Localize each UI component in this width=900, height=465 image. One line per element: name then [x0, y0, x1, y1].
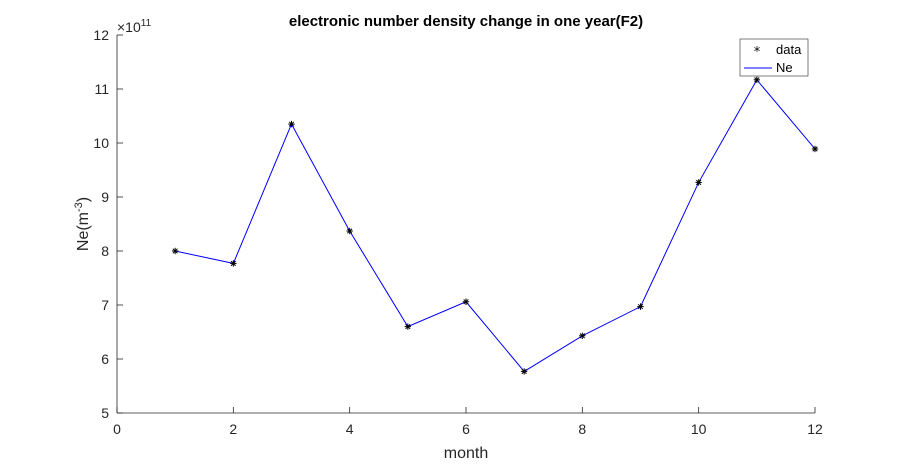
data-point-marker — [811, 145, 819, 153]
marker-stroke — [288, 121, 295, 127]
marker-stroke — [405, 323, 411, 330]
data-point-marker — [462, 298, 470, 305]
marker-stroke — [230, 260, 236, 267]
marker-stroke — [172, 248, 178, 254]
x-tick-label: 8 — [578, 421, 586, 437]
marker-stroke — [463, 299, 469, 305]
x-tick-label: 12 — [807, 421, 823, 437]
x-tick-label: 0 — [113, 421, 121, 437]
x-tick-label: 6 — [462, 421, 470, 437]
y-tick-label: 9 — [101, 189, 109, 205]
data-point-marker — [695, 179, 702, 186]
y-tick-label: 7 — [101, 297, 109, 313]
marker-stroke — [637, 303, 644, 310]
y-axis-label: Ne(m-3) — [73, 197, 92, 251]
data-point-marker — [637, 303, 644, 310]
y-tick-label: 6 — [101, 351, 109, 367]
y-tick-label: 5 — [101, 405, 109, 421]
data-point-marker — [288, 120, 295, 128]
data-point-marker — [346, 227, 353, 235]
plot-area — [117, 35, 815, 413]
series-line-ne — [175, 78, 816, 373]
x-tick-label: 2 — [229, 421, 237, 437]
y-tick-label: 12 — [93, 27, 109, 43]
legend-label-data: data — [776, 42, 802, 57]
y-tick-label: 8 — [101, 243, 109, 259]
data-point-marker — [230, 260, 237, 267]
legend-box — [739, 38, 809, 77]
chart-title: electronic number density change in one … — [289, 13, 643, 30]
data-point-marker — [753, 76, 761, 84]
x-tick-label: 10 — [691, 421, 707, 437]
marker-stroke — [812, 146, 818, 152]
y-axis-exponent: ×1011 — [117, 18, 152, 35]
y-axis-ticks: 5 6 7 8 9 10 11 12 — [93, 27, 123, 421]
y-tick-label: 11 — [94, 81, 109, 97]
y-tick-label: 10 — [93, 135, 109, 151]
x-axis-ticks: 0 2 4 6 8 10 12 — [113, 407, 823, 437]
marker-stroke — [347, 228, 353, 234]
data-point-marker — [171, 247, 179, 255]
data-point-marker — [404, 323, 412, 330]
series-layer — [171, 76, 819, 375]
data-point-marker — [579, 332, 586, 339]
legend-label-ne: Ne — [776, 60, 793, 75]
x-tick-label: 4 — [346, 421, 354, 437]
marker-stroke — [521, 368, 527, 375]
marker-stroke — [579, 333, 585, 339]
x-axis-label: month — [444, 445, 488, 462]
marker-stroke — [754, 77, 760, 83]
data-point-marker — [520, 368, 528, 375]
marker-stroke — [696, 179, 702, 186]
legend-marker-data: * — [754, 45, 761, 60]
legend: * data Ne — [739, 38, 809, 77]
